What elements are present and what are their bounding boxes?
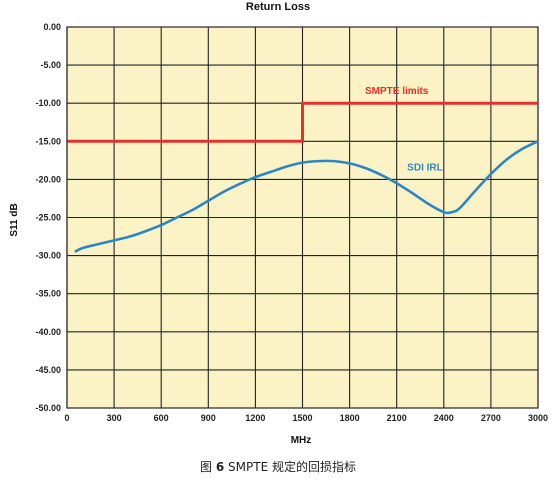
y-tick-label: -40.00: [35, 327, 61, 337]
x-tick-label: 600: [154, 413, 169, 423]
grid-lines: [66, 26, 539, 409]
y-tick-label: -50.00: [35, 403, 61, 413]
x-tick-label: 2100: [387, 413, 407, 423]
x-tick-label: 300: [107, 413, 122, 423]
y-axis-ticks: 0.00 -5.00 -10.00 -15.00 -20.00 -25.00 -30.00 -…: [35, 22, 61, 413]
x-tick-label: 1800: [340, 413, 360, 423]
y-tick-label: -5.00: [40, 60, 61, 70]
x-tick-label: 900: [201, 413, 216, 423]
y-tick-label: -25.00: [35, 213, 61, 223]
y-tick-label: -15.00: [35, 136, 61, 146]
y-tick-label: -45.00: [35, 365, 61, 375]
x-tick-label: 0: [64, 413, 69, 423]
series-layer: [67, 101, 539, 253]
caption-prefix: 图: [200, 460, 216, 474]
smpte-limits-line: [67, 101, 538, 143]
sdi-irl-line: [74, 140, 539, 253]
series-labels: SMPTE limits SDI IRL: [365, 86, 443, 173]
x-tick-label: 1200: [245, 413, 265, 423]
x-tick-label: 2400: [434, 413, 454, 423]
y-tick-label: -20.00: [35, 174, 61, 184]
chart-title: Return Loss: [246, 1, 310, 13]
caption-text: SMPTE 规定的回损指标: [224, 460, 356, 474]
caption-number: 6: [215, 460, 225, 474]
x-axis-ticks: 0 300 600 900 1200 1500 1800 2100 2400 2700 3000: [64, 413, 548, 423]
x-tick-label: 1500: [292, 413, 312, 423]
x-axis-title: MHz: [291, 435, 312, 446]
sdi-irl-label: SDI IRL: [407, 162, 443, 173]
figure-caption: 图 6 SMPTE 规定的回损指标: [0, 458, 556, 475]
y-tick-label: -35.00: [35, 289, 61, 299]
smpte-limits-label: SMPTE limits: [365, 86, 429, 97]
y-tick-label: 0.00: [43, 22, 61, 32]
return-loss-chart: Return Loss 0.00 -5.00 -10.00 -15.00 -20.00 -…: [9, 1, 548, 446]
y-axis-title: S11 dB: [9, 203, 20, 236]
x-tick-label: 3000: [528, 413, 548, 423]
y-tick-label: -30.00: [35, 251, 61, 261]
x-tick-label: 2700: [481, 413, 501, 423]
y-tick-label: -10.00: [35, 98, 61, 108]
